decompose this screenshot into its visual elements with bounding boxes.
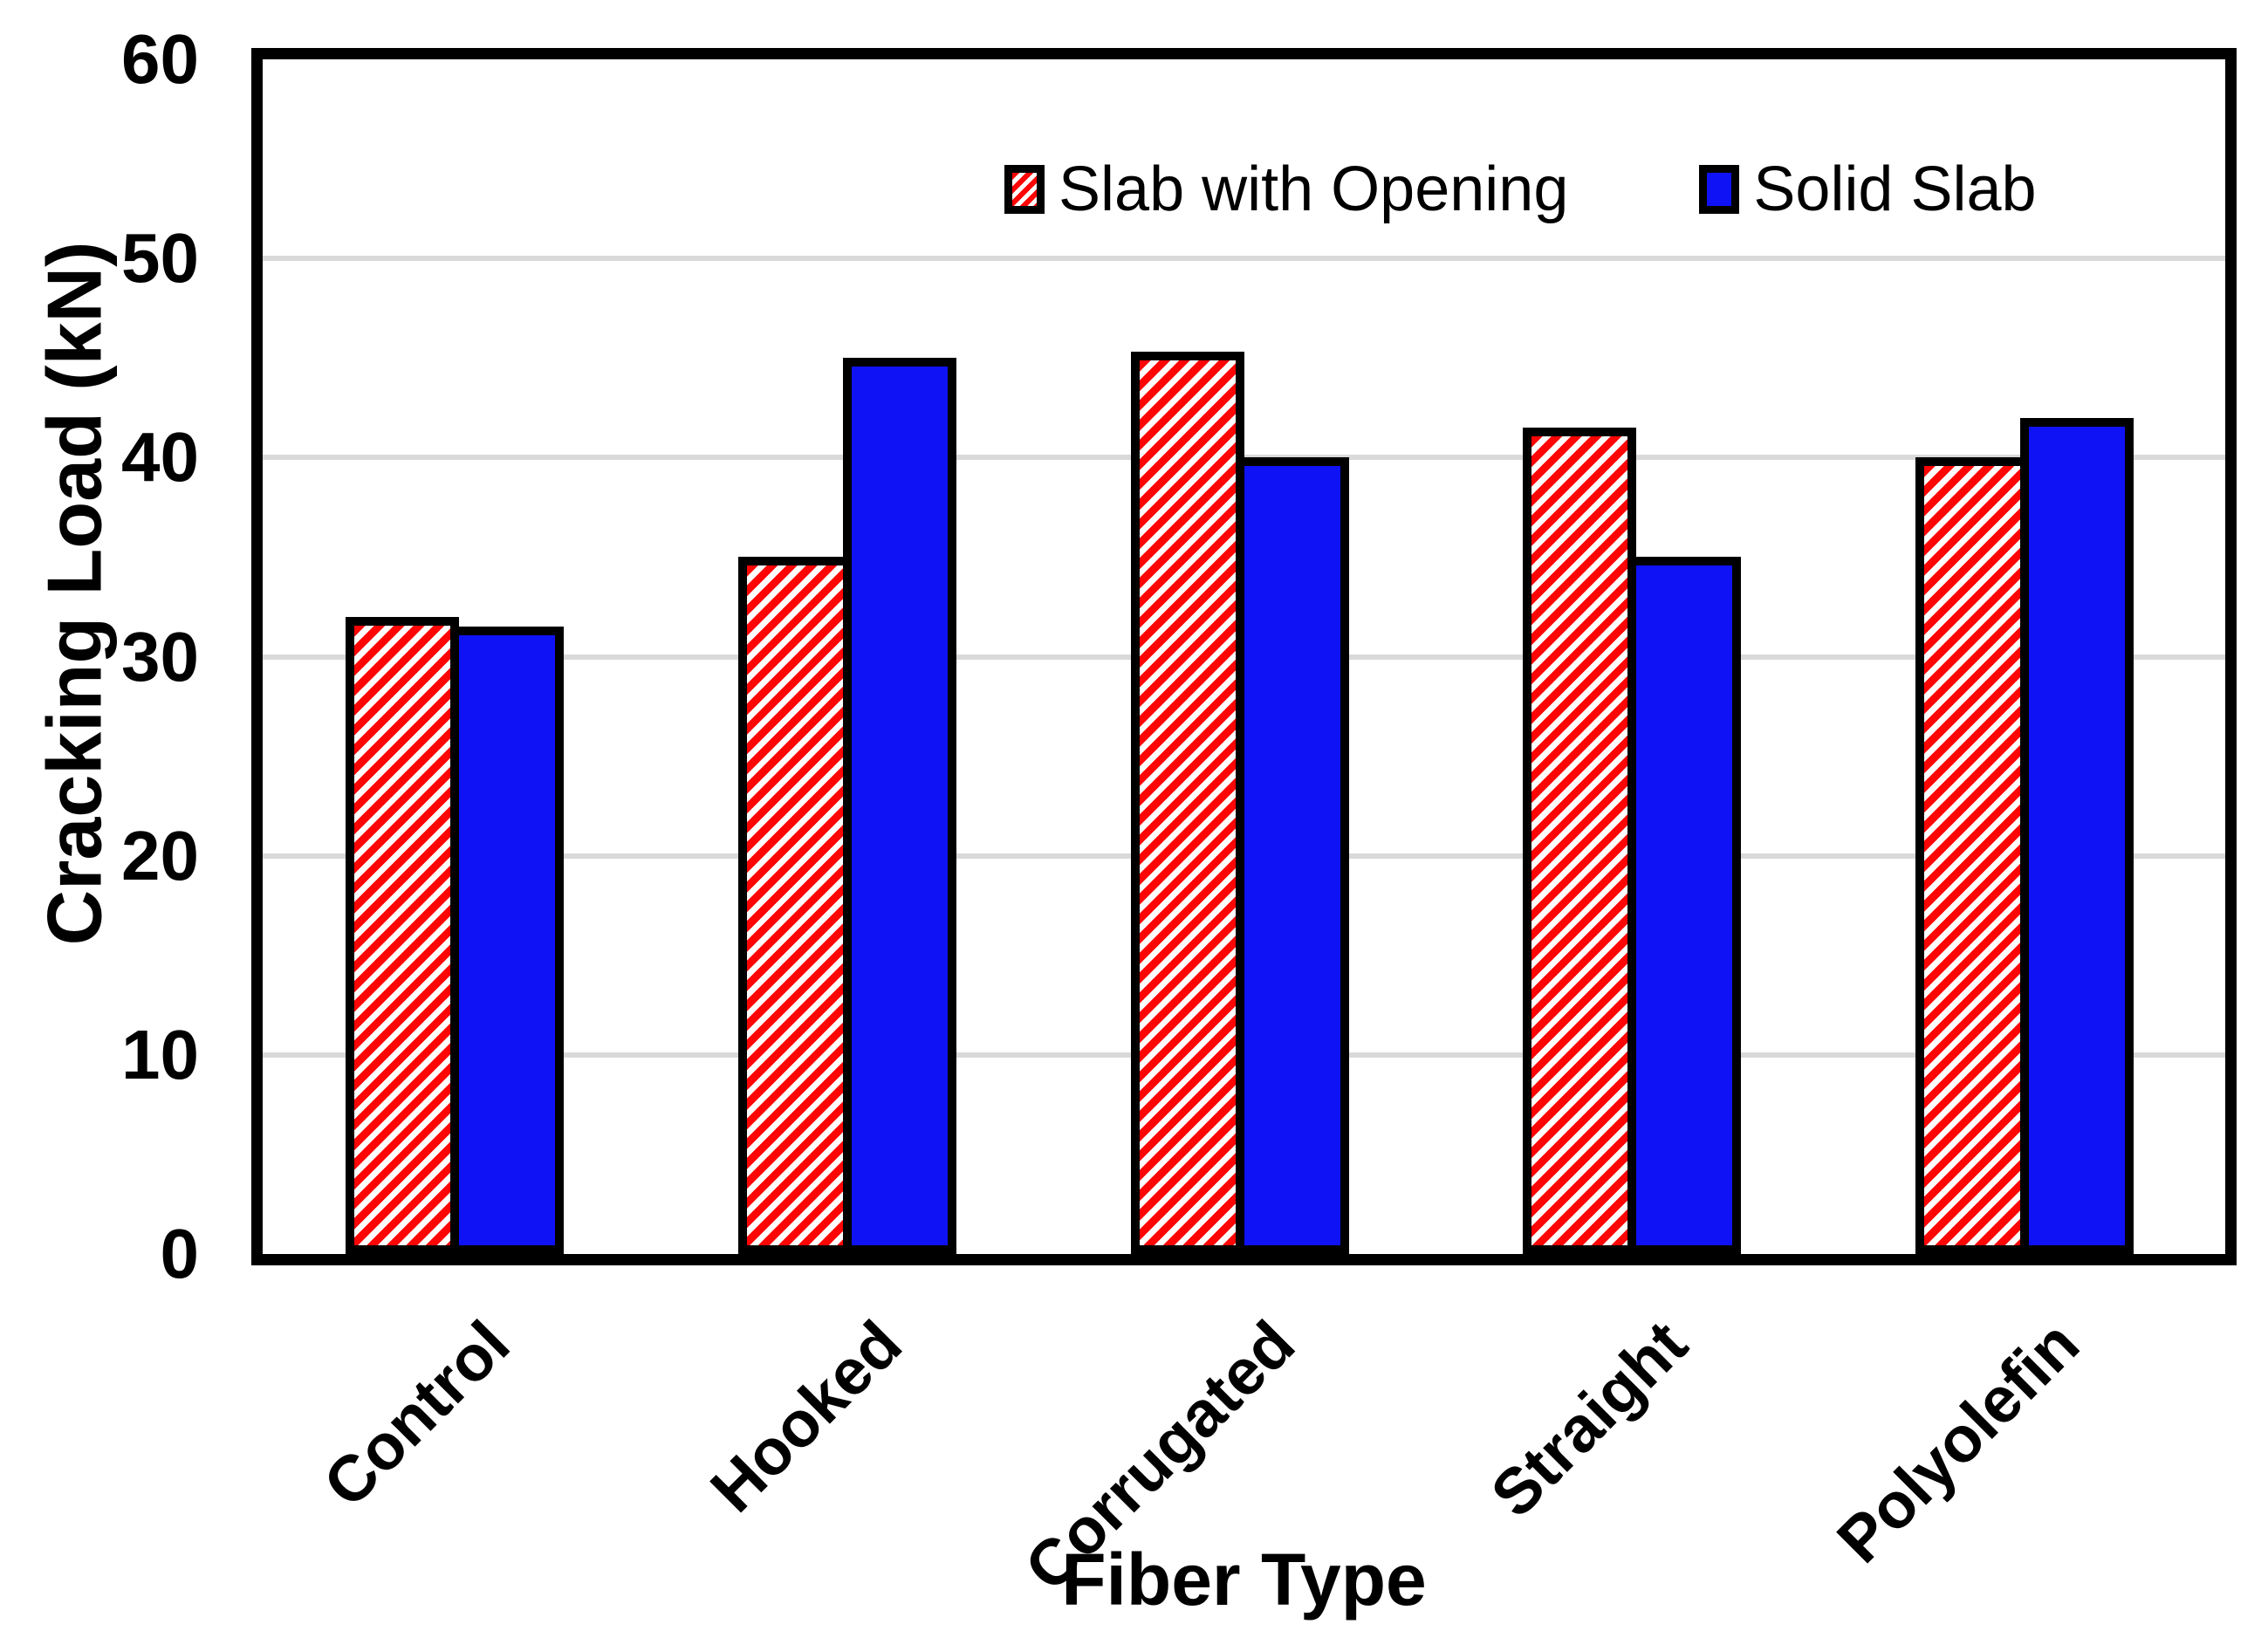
y-tick-label-30: 30 <box>121 617 199 696</box>
legend: Slab with Opening Solid Slab <box>1004 154 2037 225</box>
plot-inner: Slab with Opening Solid Slab <box>263 59 2225 1254</box>
legend-label-solid-slab: Solid Slab <box>1753 154 2037 224</box>
y-tick-label-50: 50 <box>121 219 199 298</box>
legend-swatch-hatched-icon <box>1004 165 1045 214</box>
legend-item-slab-with-opening: Slab with Opening <box>1004 154 1568 225</box>
y-tick-label-20: 20 <box>121 816 199 894</box>
x-tick-label-polyolefin: Polyolefin <box>1823 1306 2093 1577</box>
x-tick-label-control: Control <box>309 1306 524 1521</box>
bar-slab-with-opening-hooked <box>737 557 852 1254</box>
legend-label-slab-with-opening: Slab with Opening <box>1059 154 1569 224</box>
y-tick-label-10: 10 <box>121 1015 199 1093</box>
x-axis-title: Fiber Type <box>1061 1538 1427 1621</box>
bar-slab-with-opening-control <box>345 617 459 1254</box>
y-axis-title-wrap: Cracking Load (kN) <box>0 0 148 1187</box>
bar-slab-with-opening-straight <box>1523 428 1637 1254</box>
y-tick-label-40: 40 <box>121 418 199 497</box>
bar-solid-slab-control <box>449 627 564 1254</box>
bar-solid-slab-hooked <box>842 358 956 1254</box>
bar-slab-with-opening-corrugated <box>1130 352 1244 1254</box>
x-tick-label-hooked: Hooked <box>696 1306 916 1526</box>
y-tick-label-0: 0 <box>160 1215 200 1292</box>
legend-swatch-solid-icon <box>1699 165 1740 214</box>
legend-item-solid-slab: Solid Slab <box>1699 154 2037 225</box>
y-tick-label-60: 60 <box>121 20 199 98</box>
bar-solid-slab-straight <box>1627 557 1742 1254</box>
gridline-50 <box>263 256 2225 262</box>
bar-slab-with-opening-polyolefin <box>1915 457 2030 1254</box>
plot-area: Slab with Opening Solid Slab <box>251 48 2237 1265</box>
bar-solid-slab-corrugated <box>1235 457 1349 1254</box>
x-tick-label-straight: Straight <box>1477 1306 1701 1532</box>
bar-solid-slab-polyolefin <box>2020 418 2134 1254</box>
